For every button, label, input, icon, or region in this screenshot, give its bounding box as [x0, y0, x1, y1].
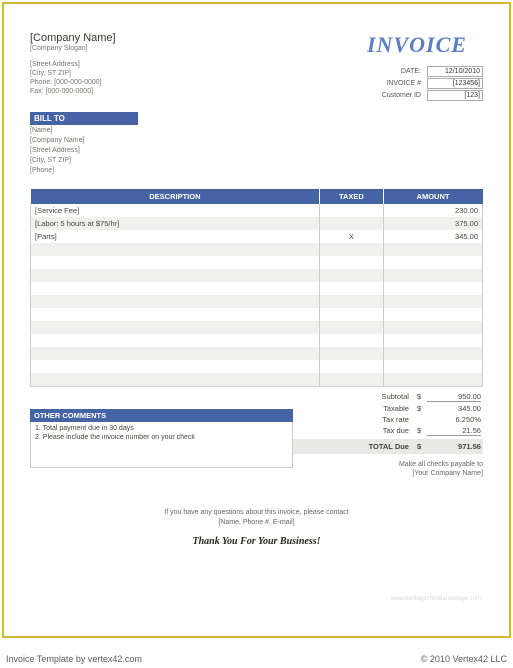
- meta-block: DATE: 12/10/2010 INVOICE # [123456] Cust…: [367, 66, 483, 101]
- billto-phone: [Phone]: [30, 166, 483, 175]
- custid-label: Customer ID: [367, 92, 427, 99]
- taxrate-value: 6.250%: [427, 415, 481, 424]
- comment-line-1: 1. Total payment due in 30 days: [35, 425, 288, 432]
- item-desc: [31, 256, 320, 269]
- date-value: 12/10/2010: [427, 66, 483, 77]
- invoice-title: INVOICE: [367, 32, 483, 58]
- comments-heading: OTHER COMMENTS: [30, 409, 293, 422]
- item-taxed: [320, 334, 383, 347]
- item-amount: [383, 347, 482, 360]
- currency-symbol: $: [417, 442, 427, 451]
- item-taxed: [320, 217, 383, 230]
- payable-line-2: [Your Company Name]: [293, 469, 483, 478]
- item-amount: [383, 282, 482, 295]
- item-taxed: [320, 360, 383, 373]
- col-amount: AMOUNT: [383, 189, 482, 204]
- item-taxed: [320, 347, 383, 360]
- item-amount: 375.00: [383, 217, 482, 230]
- billto-cityzip: [City, ST ZIP]: [30, 156, 483, 165]
- currency-symbol: $: [417, 404, 427, 413]
- comments-block: OTHER COMMENTS 1. Total payment due in 3…: [30, 409, 293, 478]
- invnum-label: INVOICE #: [367, 80, 427, 87]
- item-taxed: [320, 295, 383, 308]
- billto-company: [Company Name]: [30, 136, 483, 145]
- date-label: DATE:: [367, 68, 427, 75]
- taxdue-label: Tax due: [295, 426, 417, 436]
- company-slogan: [Company Slogan]: [30, 45, 116, 52]
- item-desc: [31, 308, 320, 321]
- total-label: TOTAL Due: [295, 442, 417, 451]
- col-taxed: TAXED: [320, 189, 383, 204]
- company-phone: Phone: [000-000-0000]: [30, 78, 116, 87]
- currency-symbol: $: [417, 426, 427, 436]
- item-amount: [383, 360, 482, 373]
- thank-you: Thank You For Your Business!: [30, 536, 483, 547]
- item-desc: [31, 282, 320, 295]
- currency-symbol: $: [417, 392, 427, 402]
- item-desc: [31, 334, 320, 347]
- item-desc: [Service Fee]: [31, 204, 320, 217]
- item-desc: [31, 269, 320, 282]
- item-desc: [Parts]: [31, 230, 320, 243]
- col-description: DESCRIPTION: [31, 189, 320, 204]
- item-taxed: [320, 243, 383, 256]
- item-desc: [31, 243, 320, 256]
- payable-line-1: Make all checks payable to: [293, 460, 483, 469]
- company-name: [Company Name]: [30, 32, 116, 44]
- item-amount: [383, 269, 482, 282]
- billto-street: [Street Address]: [30, 146, 483, 155]
- item-amount: [383, 256, 482, 269]
- item-amount: [383, 295, 482, 308]
- company-street: [Street Address]: [30, 60, 116, 69]
- company-cityzip: [City, ST ZIP]: [30, 69, 116, 78]
- item-taxed: [320, 269, 383, 282]
- taxdue-value: 21.56: [427, 426, 481, 436]
- invoice-title-block: INVOICE DATE: 12/10/2010 INVOICE # [1234…: [367, 32, 483, 102]
- page-footer: Invoice Template by vertex42.com © 2010 …: [6, 654, 507, 664]
- item-amount: 230.00: [383, 204, 482, 217]
- taxable-label: Taxable: [295, 404, 417, 413]
- item-taxed: [320, 204, 383, 217]
- item-taxed: [320, 308, 383, 321]
- contact-block: If you have any questions about this inv…: [30, 508, 483, 528]
- item-amount: [383, 373, 482, 386]
- item-desc: [31, 373, 320, 386]
- footer-right: © 2010 Vertex42 LLC: [421, 654, 507, 664]
- billto-heading: BILL TO: [30, 112, 138, 125]
- company-fax: Fax: [000-000-0000]: [30, 87, 116, 96]
- company-block: [Company Name] [Company Slogan] [Street …: [30, 32, 116, 96]
- footer-left: Invoice Template by vertex42.com: [6, 654, 142, 664]
- comment-line-2: 2. Please include the invoice number on …: [35, 434, 288, 441]
- item-amount: 345.00: [383, 230, 482, 243]
- taxrate-label: Tax rate: [295, 415, 417, 424]
- item-taxed: X: [320, 230, 383, 243]
- item-amount: [383, 308, 482, 321]
- item-taxed: [320, 282, 383, 295]
- item-desc: [31, 321, 320, 334]
- item-taxed: [320, 373, 383, 386]
- custid-value: [123]: [427, 90, 483, 101]
- item-desc: [Labor: 5 hours at $75/hr]: [31, 217, 320, 230]
- invnum-value: [123456]: [427, 78, 483, 89]
- item-taxed: [320, 256, 383, 269]
- watermark: www.heritagechristiancollege.com: [391, 596, 481, 602]
- contact-line-1: If you have any questions about this inv…: [30, 508, 483, 518]
- item-taxed: [320, 321, 383, 334]
- item-desc: [31, 295, 320, 308]
- billto-block: BILL TO [Name] [Company Name] [Street Ad…: [30, 112, 483, 175]
- item-desc: [31, 347, 320, 360]
- total-value: 971.56: [427, 442, 481, 451]
- subtotal-value: 950.00: [427, 392, 481, 402]
- item-amount: [383, 334, 482, 347]
- line-items-table: DESCRIPTION TAXED AMOUNT [Service Fee] 23…: [30, 189, 483, 387]
- contact-line-2: [Name, Phone #, E-mail]: [30, 518, 483, 528]
- billto-name: [Name]: [30, 126, 483, 135]
- totals-block: Subtotal $ 950.00 Taxable $ 345.00 Tax r…: [293, 391, 483, 478]
- item-amount: [383, 243, 482, 256]
- subtotal-label: Subtotal: [295, 392, 417, 402]
- item-amount: [383, 321, 482, 334]
- taxable-value: 345.00: [427, 404, 481, 413]
- payable-block: Make all checks payable to [Your Company…: [293, 460, 483, 478]
- item-desc: [31, 360, 320, 373]
